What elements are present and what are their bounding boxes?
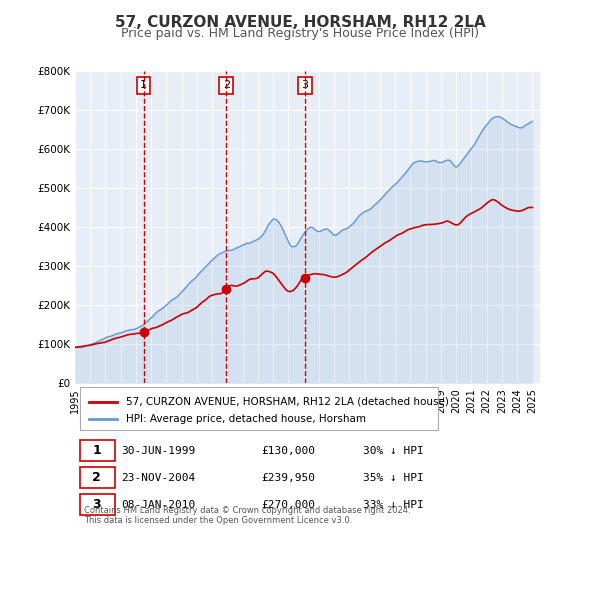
Text: 35% ↓ HPI: 35% ↓ HPI bbox=[364, 473, 424, 483]
Text: £270,000: £270,000 bbox=[261, 500, 315, 510]
Text: £130,000: £130,000 bbox=[261, 445, 315, 455]
Text: 30% ↓ HPI: 30% ↓ HPI bbox=[364, 445, 424, 455]
Text: 3: 3 bbox=[301, 80, 308, 90]
Text: £239,950: £239,950 bbox=[261, 473, 315, 483]
Text: 08-JAN-2010: 08-JAN-2010 bbox=[121, 500, 196, 510]
FancyBboxPatch shape bbox=[80, 440, 115, 461]
Text: 2: 2 bbox=[223, 80, 230, 90]
Text: 57, CURZON AVENUE, HORSHAM, RH12 2LA: 57, CURZON AVENUE, HORSHAM, RH12 2LA bbox=[115, 15, 485, 30]
Text: Price paid vs. HM Land Registry's House Price Index (HPI): Price paid vs. HM Land Registry's House … bbox=[121, 27, 479, 40]
Text: 33% ↓ HPI: 33% ↓ HPI bbox=[364, 500, 424, 510]
FancyBboxPatch shape bbox=[80, 494, 115, 515]
Text: 1: 1 bbox=[140, 80, 147, 90]
Text: 23-NOV-2004: 23-NOV-2004 bbox=[121, 473, 196, 483]
Text: 3: 3 bbox=[92, 498, 101, 511]
Text: 30-JUN-1999: 30-JUN-1999 bbox=[121, 445, 196, 455]
Text: HPI: Average price, detached house, Horsham: HPI: Average price, detached house, Hors… bbox=[126, 414, 366, 424]
Text: 57, CURZON AVENUE, HORSHAM, RH12 2LA (detached house): 57, CURZON AVENUE, HORSHAM, RH12 2LA (de… bbox=[126, 396, 449, 407]
FancyBboxPatch shape bbox=[80, 467, 115, 488]
Text: Contains HM Land Registry data © Crown copyright and database right 2024.
This d: Contains HM Land Registry data © Crown c… bbox=[84, 506, 411, 525]
FancyBboxPatch shape bbox=[80, 388, 438, 430]
Text: 2: 2 bbox=[92, 471, 101, 484]
Text: 1: 1 bbox=[92, 444, 101, 457]
